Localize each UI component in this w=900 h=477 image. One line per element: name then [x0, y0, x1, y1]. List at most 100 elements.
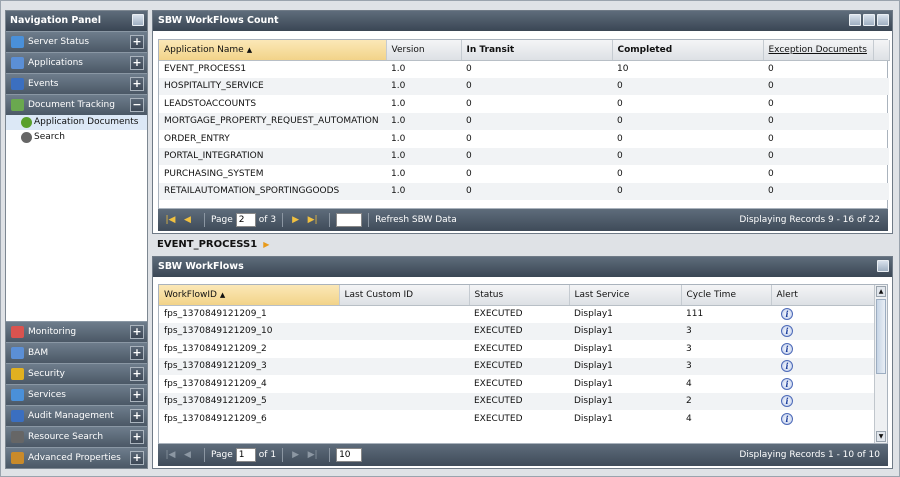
nav-item-audit-management[interactable]: Audit Management +: [6, 405, 147, 426]
scroll-thumb[interactable]: [876, 299, 886, 374]
nav-item-services[interactable]: Services +: [6, 384, 147, 405]
table-row[interactable]: ORDER_ENTRY 1.0 0 0 0: [159, 130, 889, 148]
table-row[interactable]: fps_1370849121209_6 EXECUTED Display1 4 i: [159, 410, 875, 428]
nav-item-server-status[interactable]: Server Status +: [6, 31, 147, 52]
expand-icon[interactable]: +: [130, 56, 144, 70]
table-row[interactable]: fps_1370849121209_4 EXECUTED Display1 4 i: [159, 375, 875, 393]
table-row[interactable]: fps_1370849121209_3 EXECUTED Display1 3 i: [159, 357, 875, 375]
nav-item-security[interactable]: Security +: [6, 363, 147, 384]
nav-item-document-tracking[interactable]: Document Tracking −: [6, 94, 147, 115]
displaying-records-label: Displaying Records 9 - 16 of 22: [739, 215, 880, 225]
prev-page-icon[interactable]: ◀: [184, 215, 191, 225]
nav-item-resource-search[interactable]: Resource Search +: [6, 426, 147, 447]
collapse-icon[interactable]: [863, 14, 875, 26]
column-version[interactable]: Version: [386, 40, 462, 61]
table-row[interactable]: HOSPITALITY_SERVICE 1.0 0 0 0: [159, 77, 889, 95]
table-row[interactable]: EVENT_PROCESS1 1.0 0 10 0: [159, 60, 889, 78]
last-page-icon[interactable]: ▶|: [307, 215, 318, 225]
column-completed[interactable]: Completed: [612, 40, 764, 61]
expand-icon[interactable]: +: [130, 451, 144, 465]
page-size-input[interactable]: [336, 448, 363, 462]
expand-icon[interactable]: +: [130, 367, 144, 381]
page-number-input[interactable]: [235, 448, 256, 462]
info-icon[interactable]: i: [781, 395, 793, 408]
table-row[interactable]: fps_1370849121209_1 EXECUTED Display1 111 i: [159, 305, 875, 323]
nav-item-events[interactable]: Events +: [6, 73, 147, 94]
table-row[interactable]: RETAILAUTOMATION_SPORTINGGOODS 1.0 0 0 0: [159, 182, 889, 200]
expand-icon[interactable]: +: [130, 388, 144, 402]
scroll-down-icon[interactable]: ▼: [876, 431, 886, 442]
table-cell: EXECUTED: [474, 343, 523, 354]
workflow-count-panel-title: SBW WorkFlows Count: [158, 15, 279, 26]
table-cell: 0: [763, 182, 873, 200]
nav-item-monitoring[interactable]: Monitoring +: [6, 321, 147, 342]
table-row[interactable]: MORTGAGE_PROPERTY_REQUEST_AUTOMATION 1.0 0…: [159, 112, 889, 130]
scroll-up-icon[interactable]: ▲: [876, 286, 886, 297]
refresh-icon[interactable]: [877, 14, 889, 26]
info-icon[interactable]: i: [781, 342, 793, 355]
column-exception-documents[interactable]: Exception Documents: [763, 40, 874, 61]
expand-icon[interactable]: +: [130, 325, 144, 339]
expand-icon[interactable]: +: [130, 77, 144, 91]
minimize-icon[interactable]: [877, 260, 889, 272]
expand-icon[interactable]: +: [130, 430, 144, 444]
column-cycle-time[interactable]: Cycle Time: [681, 285, 772, 306]
minimize-icon[interactable]: [849, 14, 861, 26]
resource-search-icon: [11, 431, 24, 443]
last-page-icon[interactable]: ▶|: [307, 450, 318, 460]
table-cell: 0: [768, 98, 774, 109]
column-in-transit[interactable]: In Transit: [461, 40, 613, 61]
table-cell: 0: [763, 147, 873, 165]
table-cell: 0: [768, 64, 774, 74]
table-row[interactable]: PORTAL_INTEGRATION 1.0 0 0 0: [159, 147, 889, 165]
nav-subitem-search[interactable]: Search: [6, 130, 147, 145]
expand-icon[interactable]: +: [130, 35, 144, 49]
info-icon[interactable]: i: [781, 377, 793, 390]
navigation-panel-header: Navigation Panel: [6, 11, 147, 31]
column-last-service[interactable]: Last Service: [569, 285, 682, 306]
table-cell: 0: [466, 133, 472, 144]
table-cell: EXECUTED: [474, 378, 523, 389]
table-cell: 3: [681, 322, 771, 340]
first-page-icon[interactable]: |◀: [165, 450, 176, 460]
monitoring-icon: [11, 326, 24, 338]
first-page-icon[interactable]: |◀: [165, 215, 176, 225]
nav-item-label: Services: [28, 390, 66, 400]
nav-item-bam[interactable]: BAM +: [6, 342, 147, 363]
expand-icon[interactable]: +: [130, 346, 144, 360]
page-size-input[interactable]: [336, 213, 363, 227]
table-cell: [339, 305, 469, 323]
sort-asc-icon: ▲: [219, 290, 226, 299]
column-status[interactable]: Status: [469, 285, 570, 306]
info-icon[interactable]: i: [781, 412, 793, 425]
nav-item-applications[interactable]: Applications +: [6, 52, 147, 73]
table-row[interactable]: fps_1370849121209_5 EXECUTED Display1 2 i: [159, 392, 875, 410]
document-tracking-icon: [11, 99, 24, 111]
page-number-input[interactable]: [235, 213, 256, 227]
info-icon[interactable]: i: [781, 325, 793, 338]
collapse-icon[interactable]: −: [130, 98, 144, 112]
column-alert[interactable]: Alert: [771, 285, 876, 306]
next-page-icon[interactable]: ▶: [292, 450, 300, 460]
next-page-icon[interactable]: ▶: [292, 215, 300, 225]
nav-subitem-application-documents[interactable]: Application Documents: [6, 115, 147, 130]
info-icon[interactable]: i: [781, 360, 793, 373]
refresh-data-button[interactable]: Refresh SBW Data: [375, 215, 457, 225]
security-icon: [11, 368, 24, 380]
table-row[interactable]: PURCHASING_SYSTEM 1.0 0 0 0: [159, 165, 889, 183]
table-row[interactable]: fps_1370849121209_10 EXECUTED Display1 3 i: [159, 322, 875, 340]
table-row[interactable]: fps_1370849121209_2 EXECUTED Display1 3 i: [159, 340, 875, 358]
workflows-scrollbar[interactable]: ▲ ▼: [874, 285, 887, 443]
table-row[interactable]: LEADSTOACCOUNTS 1.0 0 0 0: [159, 95, 889, 113]
table-cell: 0: [768, 133, 774, 144]
column-workflow-id[interactable]: WorkFlowID ▲: [159, 285, 340, 306]
expand-icon[interactable]: +: [130, 409, 144, 423]
nav-item-advanced-properties[interactable]: Advanced Properties +: [6, 447, 147, 468]
info-icon[interactable]: i: [781, 308, 793, 320]
table-cell: Display1: [569, 392, 681, 410]
prev-page-icon[interactable]: ◀: [184, 450, 191, 460]
column-last-custom-id[interactable]: Last Custom ID: [339, 285, 470, 306]
column-application-name[interactable]: Application Name ▲: [159, 40, 387, 61]
table-cell: 2: [681, 392, 771, 410]
collapse-nav-icon[interactable]: [132, 14, 144, 26]
